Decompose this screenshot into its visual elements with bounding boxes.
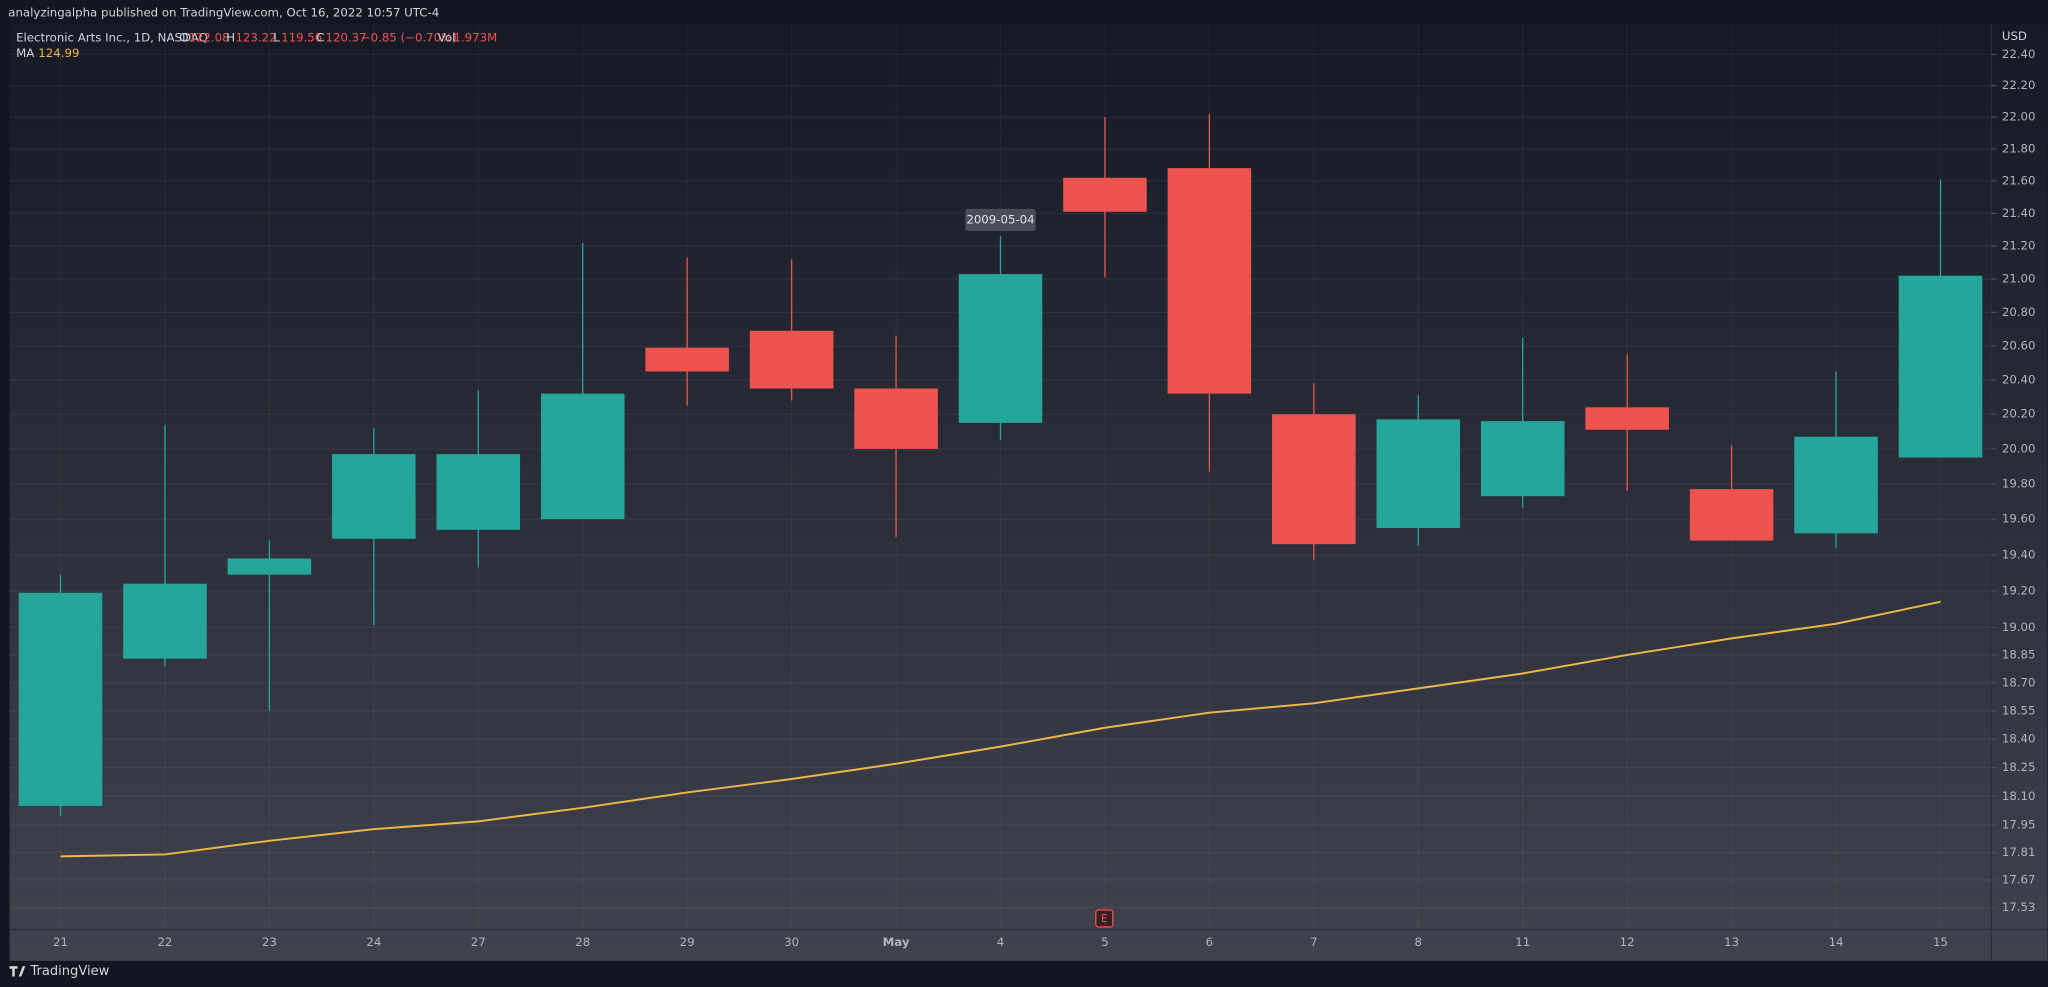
- y-tick-label: 20.40: [2002, 372, 2036, 386]
- publisher: analyzingalpha published on TradingView.…: [8, 6, 439, 20]
- y-tick-label: 19.00: [2002, 620, 2036, 634]
- brand-logo: [9, 966, 26, 977]
- y-tick-label: 18.40: [2002, 732, 2036, 746]
- legend-label: O: [179, 30, 188, 44]
- legend-value: 120.37: [326, 30, 367, 44]
- candle-body: [1480, 421, 1565, 497]
- legend: Electronic Arts Inc., 1D, NASDAQ O 122.0…: [16, 30, 497, 60]
- y-tick-label: 19.80: [2002, 476, 2036, 490]
- y-tick-label: 18.10: [2002, 789, 2036, 803]
- y-tick-label: 20.80: [2002, 305, 2036, 319]
- brand: TradingView: [9, 964, 110, 979]
- candles: [18, 113, 1983, 816]
- candle-body: [1898, 275, 1983, 458]
- candle-body: [436, 454, 521, 530]
- legend-label: C: [316, 30, 324, 44]
- symbol: Electronic Arts Inc., 1D, NASDAQ: [16, 30, 208, 44]
- y-tick-label: 20.00: [2002, 441, 2036, 455]
- candle-body: [332, 454, 416, 539]
- x-tick-label: May: [883, 935, 910, 949]
- candle-body: [1376, 419, 1461, 529]
- annotation: 2009-05-04: [966, 212, 1034, 226]
- y-tick-label: 20.20: [2002, 407, 2036, 421]
- legend-value: 124.99: [38, 46, 79, 60]
- x-tick-label: 24: [366, 935, 381, 949]
- x-tick-label: 14: [1829, 935, 1844, 949]
- x-tick-label: 21: [53, 935, 68, 949]
- earnings-box: [1095, 909, 1114, 928]
- x-tick-label: 13: [1724, 935, 1739, 949]
- x-tick-label: 29: [680, 935, 695, 949]
- currency: USD: [2002, 29, 2027, 43]
- y-tick-label: 19.20: [2002, 583, 2036, 597]
- earnings-marker: E: [1095, 909, 1114, 928]
- y-tick-label: 22.20: [2002, 78, 2036, 92]
- y-tick-label: 21.80: [2002, 141, 2036, 155]
- x-tick-label: 11: [1515, 935, 1530, 949]
- y-tick-label: 21.00: [2002, 272, 2036, 286]
- x-tick-label: 23: [262, 935, 277, 949]
- legend-value: 1.973M: [453, 30, 497, 44]
- y-tick-label: 22.40: [2002, 47, 2036, 61]
- candle-body: [1794, 436, 1878, 534]
- candle-body: [540, 393, 625, 520]
- candle-body: [854, 388, 938, 449]
- y-tick-label: 19.60: [2002, 512, 2036, 526]
- x-tick-label: 7: [1310, 935, 1317, 949]
- y-tick-label: 17.53: [2002, 900, 2036, 914]
- brand-name: TradingView: [29, 964, 109, 979]
- legend-value: 123.22: [235, 30, 276, 44]
- y-tick-label: 21.20: [2002, 239, 2036, 253]
- candle-body: [123, 583, 207, 659]
- candle-body: [1585, 407, 1669, 430]
- legend-label: Vol: [438, 30, 456, 44]
- legend-label: L: [273, 30, 280, 44]
- x-tick-label: 22: [157, 935, 172, 949]
- y-tick-label: 21.60: [2002, 174, 2036, 188]
- x-tick-label: 28: [575, 935, 590, 949]
- legend-value: 119.56: [281, 30, 322, 44]
- candle-body: [1272, 414, 1356, 545]
- annotation-box: [965, 208, 1036, 232]
- legend-value: 122.08: [188, 30, 229, 44]
- y-tick-label: 18.85: [2002, 647, 2036, 661]
- candle-body: [1167, 168, 1252, 394]
- candle-body: [227, 558, 312, 575]
- x-tick-label: 4: [997, 935, 1004, 949]
- candle-body: [18, 592, 103, 806]
- earnings-text: E: [1101, 913, 1108, 925]
- x-tick-label: 15: [1933, 935, 1948, 949]
- x-tick-label: 5: [1101, 935, 1108, 949]
- candle-body: [1689, 489, 1774, 541]
- candle-body: [958, 274, 1043, 423]
- y-tick-label: 17.67: [2002, 872, 2036, 886]
- y-tick-label: 18.55: [2002, 703, 2036, 717]
- y-tick-label: 20.60: [2002, 338, 2036, 352]
- x-tick-label: 8: [1415, 935, 1422, 949]
- x-tick-label: 30: [784, 935, 799, 949]
- x-tick-label: 12: [1620, 935, 1635, 949]
- y-tick-label: 18.25: [2002, 760, 2036, 774]
- y-tick-label: 21.40: [2002, 206, 2036, 220]
- y-tick-label: 18.70: [2002, 675, 2036, 689]
- candle-body: [1063, 177, 1147, 212]
- candle-body: [645, 347, 729, 372]
- y-tick-label: 19.40: [2002, 547, 2036, 561]
- legend-label: MA: [16, 46, 34, 60]
- legend-value: −0.85 (−0.70%): [361, 30, 457, 44]
- x-tick-label: 27: [471, 935, 486, 949]
- legend-label: H: [226, 30, 235, 44]
- x-tick-label: 6: [1206, 935, 1213, 949]
- y-tick-label: 17.81: [2002, 845, 2036, 859]
- y-tick-label: 22.00: [2002, 110, 2036, 124]
- ma-line: [60, 600, 1941, 858]
- candle-body: [749, 330, 834, 389]
- y-tick-label: 17.95: [2002, 818, 2036, 832]
